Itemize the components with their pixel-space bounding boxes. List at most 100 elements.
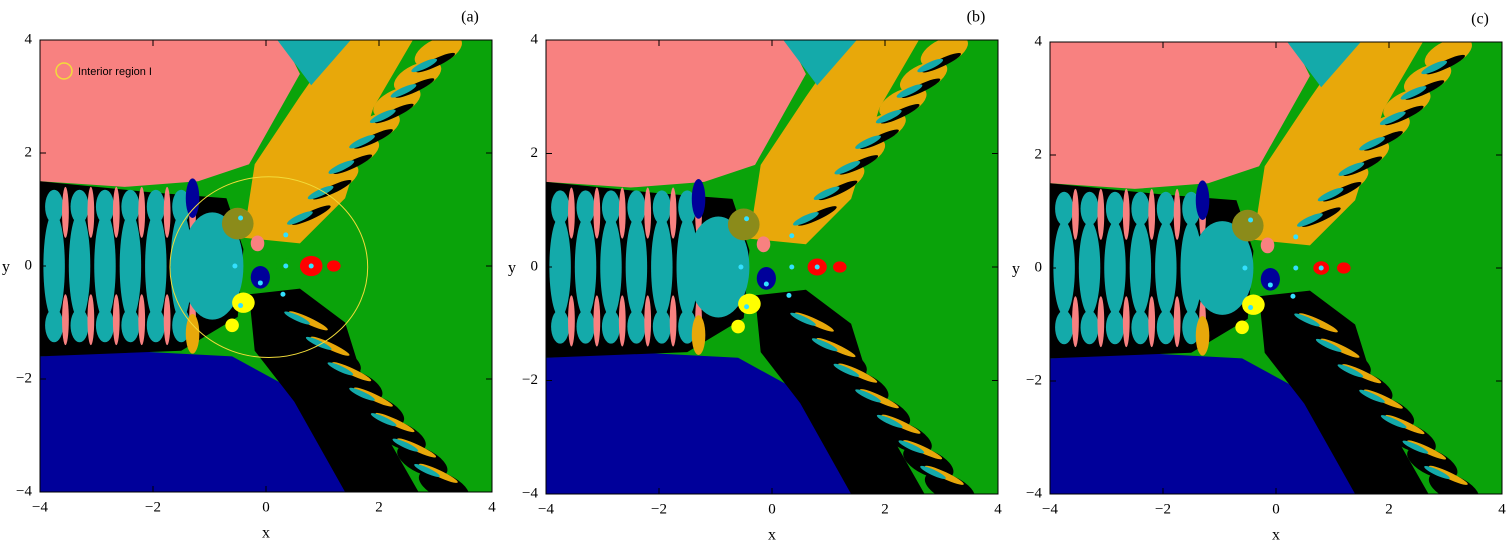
- basin-lobe: [62, 186, 69, 238]
- x-tick-label: 4: [488, 499, 496, 515]
- x-tick-label: −4: [1042, 501, 1058, 517]
- basin-lobe: [669, 295, 677, 347]
- basin-lobe: [1260, 268, 1280, 291]
- y-tick-label: 0: [531, 258, 539, 274]
- basin-lobe: [138, 294, 146, 346]
- attractor-point: [283, 263, 289, 269]
- x-axis-label: x: [1272, 527, 1280, 544]
- basin-lobe: [121, 189, 140, 224]
- basin-lobe: [112, 186, 120, 238]
- basin-lobe: [146, 308, 165, 343]
- basin-lobe: [250, 235, 265, 252]
- orange-basin: [243, 40, 413, 244]
- black-basin: [1259, 290, 1429, 494]
- basin-lobe: [119, 212, 142, 320]
- basin-lobe: [1148, 296, 1156, 348]
- basin-lobe: [811, 338, 838, 352]
- basin-lobe: [1148, 188, 1156, 240]
- basin-lobe: [1424, 42, 1472, 69]
- blue-basin: [1050, 352, 1367, 494]
- basin-lobe: [1156, 310, 1175, 345]
- basin-lobe: [549, 216, 571, 318]
- basin-lobe: [618, 187, 626, 239]
- blue-basin: [40, 350, 357, 492]
- basin-lobe: [163, 186, 171, 238]
- x-axis-label: x: [262, 525, 270, 542]
- basin-lobe: [225, 318, 239, 333]
- attractor-point: [1267, 282, 1273, 288]
- basin-lobe: [1400, 86, 1427, 100]
- basin-lobe: [1380, 415, 1407, 429]
- basin-lobe: [833, 261, 847, 273]
- basin-lobe: [1297, 213, 1323, 227]
- cyan-sliver: [1287, 42, 1361, 88]
- basin-lobe: [95, 189, 115, 224]
- basin-lobe: [920, 465, 946, 479]
- attractor-point: [814, 264, 820, 270]
- y-tick-label: 2: [1035, 146, 1043, 162]
- basin-lobe: [1072, 296, 1079, 348]
- basin-lobe: [305, 336, 332, 350]
- basin-lobe: [1173, 188, 1181, 240]
- x-tick-label: 2: [375, 499, 383, 515]
- basin-lobe: [551, 190, 570, 225]
- pink-basin: [546, 40, 806, 188]
- basin-lobe: [756, 236, 771, 253]
- attractor-point: [1248, 217, 1254, 223]
- panel-label: (a): [461, 9, 479, 26]
- attractor-point: [283, 232, 289, 238]
- basin-lobe: [924, 472, 976, 494]
- basin-lobe: [163, 294, 171, 346]
- attractor-point: [232, 263, 238, 269]
- basin-lobe: [1055, 191, 1074, 226]
- x-tick-label: −2: [145, 499, 161, 515]
- basin-lobe: [1105, 191, 1125, 226]
- basin-lobe: [45, 308, 64, 343]
- basin-lobe: [691, 179, 706, 219]
- basin-lobe: [1231, 209, 1264, 242]
- attractor-point: [1318, 265, 1324, 271]
- basin-lobe: [95, 308, 115, 343]
- basin-lobe: [307, 185, 334, 200]
- attractor-point: [1248, 305, 1254, 311]
- basin-lobe: [618, 295, 626, 347]
- basin-lobe: [576, 309, 595, 344]
- basin-lobe: [414, 464, 440, 478]
- basin-lobe: [232, 292, 255, 313]
- basin-lobe: [855, 389, 881, 403]
- orange-basin: [1253, 42, 1423, 246]
- x-tick-label: 0: [1272, 501, 1280, 517]
- legend-text: Interior region I: [78, 66, 152, 78]
- y-tick-label: 4: [25, 31, 33, 47]
- basin-lobe: [1097, 188, 1105, 240]
- basin-lobe: [833, 363, 860, 377]
- basin-lobe: [369, 109, 396, 123]
- basin-lobe: [112, 294, 120, 346]
- basin-lobe: [287, 211, 313, 225]
- basin-lobe: [121, 308, 140, 343]
- basin-lobe: [1097, 296, 1105, 348]
- attractor-point: [238, 215, 244, 221]
- basin-lobe: [1359, 136, 1385, 151]
- y-tick-label: −2: [522, 372, 538, 388]
- basin-lobe: [1337, 364, 1364, 378]
- basin-lobe: [1155, 221, 1177, 315]
- panel: −4 −2 0 2 4 −4 −2 0 2 4 x y (b): [508, 9, 1002, 544]
- basin-lobe: [727, 208, 760, 241]
- basin-lobe: [593, 295, 601, 347]
- y-axis-label: y: [1012, 261, 1020, 278]
- basin-lobe: [875, 109, 902, 124]
- y-tick-label: 0: [1035, 259, 1043, 275]
- basin-lobe: [328, 160, 355, 174]
- basin-lobe: [1294, 313, 1320, 327]
- blue-basin: [546, 352, 863, 494]
- basin-lobe: [756, 267, 776, 290]
- basin-lobe: [145, 212, 167, 320]
- basin-lobe: [414, 40, 462, 67]
- basin-lobe: [1260, 237, 1275, 254]
- attractor-point: [257, 280, 263, 286]
- y-tick-label: 4: [531, 31, 539, 47]
- basin-image: [40, 40, 492, 492]
